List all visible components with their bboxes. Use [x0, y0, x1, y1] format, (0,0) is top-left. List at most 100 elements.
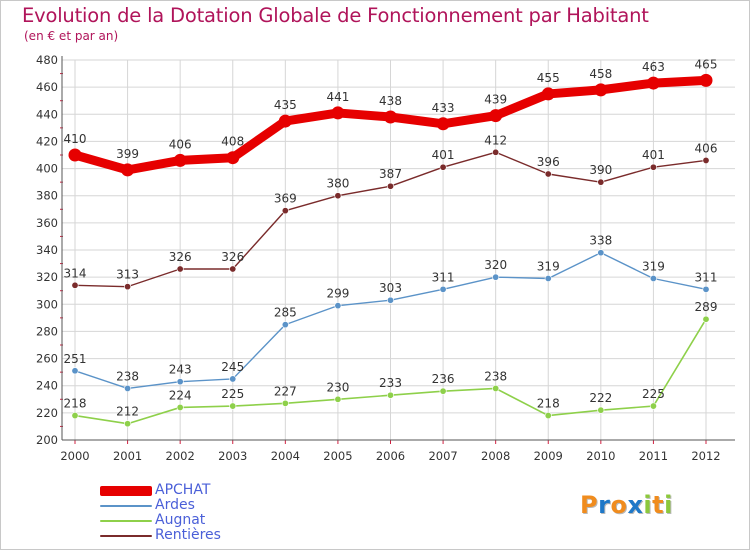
data-point	[176, 378, 184, 386]
data-label: 285	[274, 306, 297, 320]
x-tick-label: 2012	[691, 449, 720, 463]
data-point	[226, 151, 240, 165]
series-augnat: 218 212 224 225 227 230 233 236 238 218 222 225 289	[64, 300, 718, 428]
series-apchat: 410 399 406 408 435 441 438 433 439 455 458 463 465	[64, 57, 718, 177]
data-point	[281, 321, 289, 329]
legend-item-renti-res: Rentières	[100, 528, 221, 543]
data-point	[646, 76, 660, 90]
data-point	[334, 395, 342, 403]
data-label: 412	[484, 133, 507, 147]
data-label: 380	[326, 177, 349, 191]
chart-title: Evolution de la Dotation Globale de Fonc…	[22, 4, 649, 27]
data-label: 320	[484, 258, 507, 272]
data-label: 289	[695, 300, 718, 314]
data-point	[124, 420, 132, 428]
data-label: 313	[116, 268, 139, 282]
data-point	[492, 273, 500, 281]
data-label: 433	[432, 101, 455, 115]
data-point	[492, 384, 500, 392]
data-label: 438	[379, 94, 402, 108]
data-label: 326	[221, 250, 244, 264]
x-tick-label: 2002	[166, 449, 195, 463]
data-label: 390	[589, 163, 612, 177]
data-label: 435	[274, 98, 297, 112]
legend-label: Ardes	[155, 497, 195, 513]
data-label: 238	[484, 369, 507, 383]
data-point	[229, 402, 237, 410]
data-label: 408	[221, 135, 244, 149]
data-point	[384, 110, 397, 124]
data-point	[334, 302, 342, 310]
legend-label: APCHAT	[155, 482, 211, 498]
data-label: 399	[116, 147, 139, 161]
data-label: 387	[379, 167, 402, 181]
data-point	[702, 315, 710, 323]
data-label: 406	[169, 137, 192, 151]
data-label: 396	[537, 155, 560, 169]
data-label: 458	[589, 67, 612, 81]
y-tick-label: 460	[36, 80, 58, 94]
logo-letter: o	[610, 491, 628, 519]
data-point	[649, 163, 657, 171]
y-tick-label: 480	[36, 53, 58, 67]
data-point	[544, 274, 552, 282]
data-label: 225	[221, 387, 244, 401]
data-label: 222	[589, 391, 612, 405]
x-tick-label: 2003	[218, 449, 247, 463]
logo-letter: i	[664, 491, 673, 519]
data-point	[544, 412, 552, 420]
data-label: 410	[64, 132, 87, 146]
data-point	[436, 117, 450, 131]
data-label: 230	[326, 380, 349, 394]
data-point	[71, 281, 79, 289]
data-label: 227	[274, 384, 297, 398]
data-point	[229, 265, 237, 273]
logo-letter: t	[652, 491, 665, 519]
logo-letter: r	[598, 491, 611, 519]
y-tick-label: 260	[36, 352, 58, 366]
y-tick-label: 360	[36, 216, 58, 230]
data-label: 455	[537, 71, 560, 85]
y-tick-label: 400	[36, 162, 58, 176]
data-label: 319	[642, 260, 665, 274]
data-label: 465	[695, 57, 718, 71]
data-label: 311	[432, 270, 455, 284]
data-point	[649, 402, 657, 410]
data-label: 319	[537, 260, 560, 274]
data-label: 218	[64, 397, 87, 411]
logo-letter: x	[627, 491, 644, 519]
data-point	[71, 412, 79, 420]
data-point	[386, 182, 394, 190]
data-point	[334, 192, 342, 200]
legend-item-augnat: Augnat	[100, 513, 221, 528]
data-point	[597, 406, 605, 414]
data-point	[597, 178, 605, 186]
data-label: 212	[116, 405, 139, 419]
proxiti-logo: Proxiti	[580, 491, 673, 519]
x-tick-label: 2009	[534, 449, 563, 463]
legend-swatch	[100, 504, 152, 507]
data-point	[702, 156, 710, 164]
x-tick-label: 2000	[60, 449, 89, 463]
y-tick-label: 240	[36, 379, 58, 393]
data-label: 245	[221, 360, 244, 374]
data-point	[173, 153, 187, 167]
data-point	[544, 170, 552, 178]
x-tick-label: 2008	[481, 449, 510, 463]
data-point	[702, 285, 710, 293]
data-point	[331, 106, 345, 120]
series-ardes: 251 238 243 245 285 299 303 311 320 319 338 319 311	[64, 234, 717, 392]
y-tick-label: 340	[36, 243, 58, 257]
data-label: 218	[537, 397, 560, 411]
data-label: 238	[116, 369, 139, 383]
data-point	[386, 296, 394, 304]
data-point	[176, 265, 184, 273]
x-tick-label: 2011	[639, 449, 668, 463]
chart-legend: APCHAT Ardes Augnat Rentières	[100, 483, 221, 543]
y-tick-label: 440	[36, 107, 58, 121]
data-label: 369	[274, 192, 297, 206]
data-point	[649, 274, 657, 282]
chart-subtitle: (en € et par an)	[24, 29, 119, 43]
x-tick-label: 2010	[586, 449, 615, 463]
data-label: 439	[484, 93, 507, 107]
